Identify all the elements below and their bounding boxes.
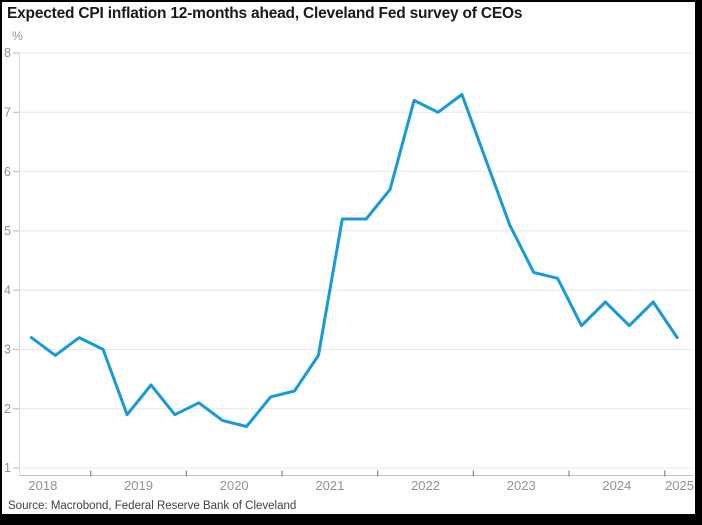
chart-title: Expected CPI inflation 12-months ahead, … (7, 5, 523, 22)
chart-background (2, 2, 695, 514)
y-axis-unit-label: % (12, 29, 23, 43)
source-attribution: Source: Macrobond, Federal Reserve Bank … (8, 500, 297, 512)
